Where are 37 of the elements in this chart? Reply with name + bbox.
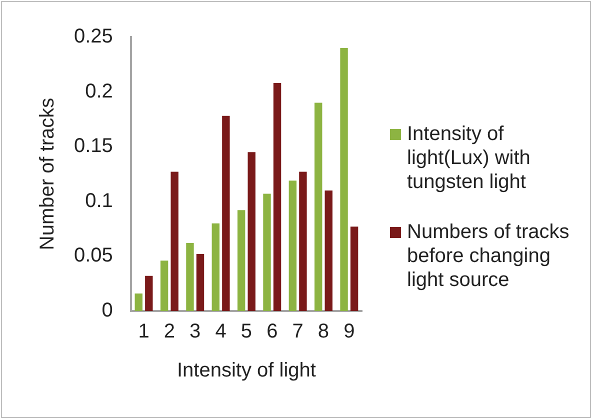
y-tick-label: 0.2 [85, 80, 113, 102]
bar [248, 152, 256, 311]
bar [212, 223, 220, 311]
x-tick-label: 5 [240, 320, 252, 343]
x-tick-label: 9 [344, 320, 355, 343]
bar [186, 243, 194, 311]
bar [340, 48, 348, 311]
y-tick-label: 0 [102, 300, 113, 322]
x-tick-label: 3 [190, 320, 201, 343]
bar [222, 116, 230, 311]
x-axis-title: Intensity of light [176, 360, 316, 382]
y-tick-label: 0.1 [85, 190, 113, 212]
x-tick-label: 8 [318, 320, 330, 343]
y-tick-label: 0.15 [74, 135, 113, 158]
bar [160, 260, 168, 311]
y-axis-title: Number of tracks [36, 98, 59, 250]
bar [145, 276, 153, 311]
x-tick-label: 1 [138, 320, 150, 343]
bar [273, 83, 282, 311]
x-tick-label: 4 [215, 320, 226, 343]
x-tick-label: 6 [266, 320, 278, 343]
bar [288, 180, 297, 311]
x-tick-label: 2 [164, 320, 175, 343]
x-tick-label: 7 [292, 320, 304, 343]
bar [350, 226, 358, 311]
y-tick-label: 0.25 [74, 26, 113, 48]
legend-label: Intensity of light(Lux) with tungsten light [407, 122, 532, 194]
bar [134, 293, 142, 311]
legend-label: Numbers of tracks before changing light source [407, 220, 570, 292]
bar [263, 194, 271, 311]
y-tick-label: 0.05 [74, 244, 113, 267]
bar [196, 254, 204, 311]
bar [314, 102, 322, 311]
bar [324, 190, 332, 311]
bar [299, 172, 307, 311]
bar [170, 172, 178, 311]
bar [237, 210, 246, 311]
